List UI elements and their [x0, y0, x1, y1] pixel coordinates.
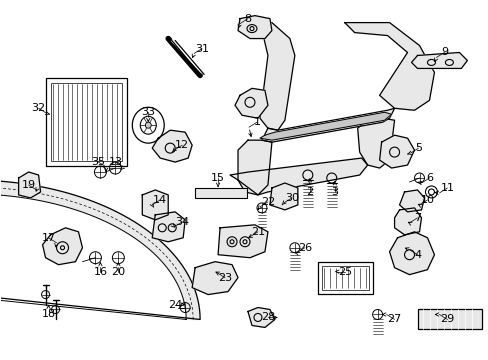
Polygon shape	[192, 262, 238, 294]
Bar	[321, 266, 368, 289]
Polygon shape	[399, 190, 424, 212]
Polygon shape	[379, 135, 414, 168]
Text: 22: 22	[260, 197, 274, 207]
Text: 7: 7	[413, 213, 420, 223]
Polygon shape	[269, 183, 297, 210]
Text: 20: 20	[111, 267, 125, 276]
Text: 14: 14	[153, 195, 167, 205]
Polygon shape	[238, 15, 271, 39]
Text: 32: 32	[31, 103, 45, 113]
Polygon shape	[152, 212, 185, 242]
Text: 35: 35	[91, 157, 105, 167]
Text: 5: 5	[414, 143, 421, 153]
Text: 24: 24	[168, 300, 182, 310]
Text: 21: 21	[250, 227, 264, 237]
Ellipse shape	[145, 122, 151, 128]
Text: 10: 10	[420, 195, 434, 205]
Polygon shape	[238, 140, 271, 195]
Text: 15: 15	[211, 173, 224, 183]
Text: 31: 31	[195, 44, 209, 54]
Polygon shape	[394, 208, 421, 235]
Text: 6: 6	[425, 173, 432, 183]
Polygon shape	[262, 108, 394, 142]
Polygon shape	[229, 158, 367, 195]
Polygon shape	[344, 23, 433, 110]
Text: 13: 13	[108, 157, 122, 167]
Bar	[317, 262, 372, 293]
Polygon shape	[19, 172, 41, 198]
Text: 11: 11	[440, 183, 453, 193]
Bar	[45, 78, 127, 166]
Bar	[417, 310, 481, 329]
Polygon shape	[142, 190, 168, 220]
Text: 8: 8	[244, 14, 251, 24]
Polygon shape	[247, 307, 274, 328]
Text: 25: 25	[337, 267, 351, 276]
Text: 28: 28	[260, 312, 274, 323]
Polygon shape	[235, 88, 267, 118]
Text: 4: 4	[413, 250, 420, 260]
Text: 16: 16	[93, 267, 107, 276]
Polygon shape	[411, 53, 467, 68]
Text: 18: 18	[41, 310, 56, 319]
Text: 30: 30	[285, 193, 298, 203]
Polygon shape	[218, 225, 267, 258]
Polygon shape	[389, 232, 433, 275]
Polygon shape	[260, 112, 391, 140]
Text: 33: 33	[141, 107, 155, 117]
Text: 26: 26	[297, 243, 311, 253]
Polygon shape	[0, 180, 200, 319]
Text: 3: 3	[330, 187, 338, 197]
Text: 9: 9	[440, 48, 447, 58]
Polygon shape	[258, 23, 294, 130]
Polygon shape	[42, 228, 82, 265]
Text: 29: 29	[439, 314, 454, 324]
Bar	[195, 188, 246, 198]
Text: 27: 27	[386, 314, 401, 324]
Text: 2: 2	[305, 187, 313, 197]
Polygon shape	[357, 118, 394, 168]
Bar	[50, 84, 122, 161]
Text: 17: 17	[41, 233, 56, 243]
Polygon shape	[152, 130, 192, 162]
Text: 1: 1	[253, 117, 260, 127]
Text: 19: 19	[21, 180, 36, 190]
Text: 34: 34	[175, 217, 189, 227]
Text: 23: 23	[218, 273, 232, 283]
Text: 12: 12	[175, 140, 189, 150]
